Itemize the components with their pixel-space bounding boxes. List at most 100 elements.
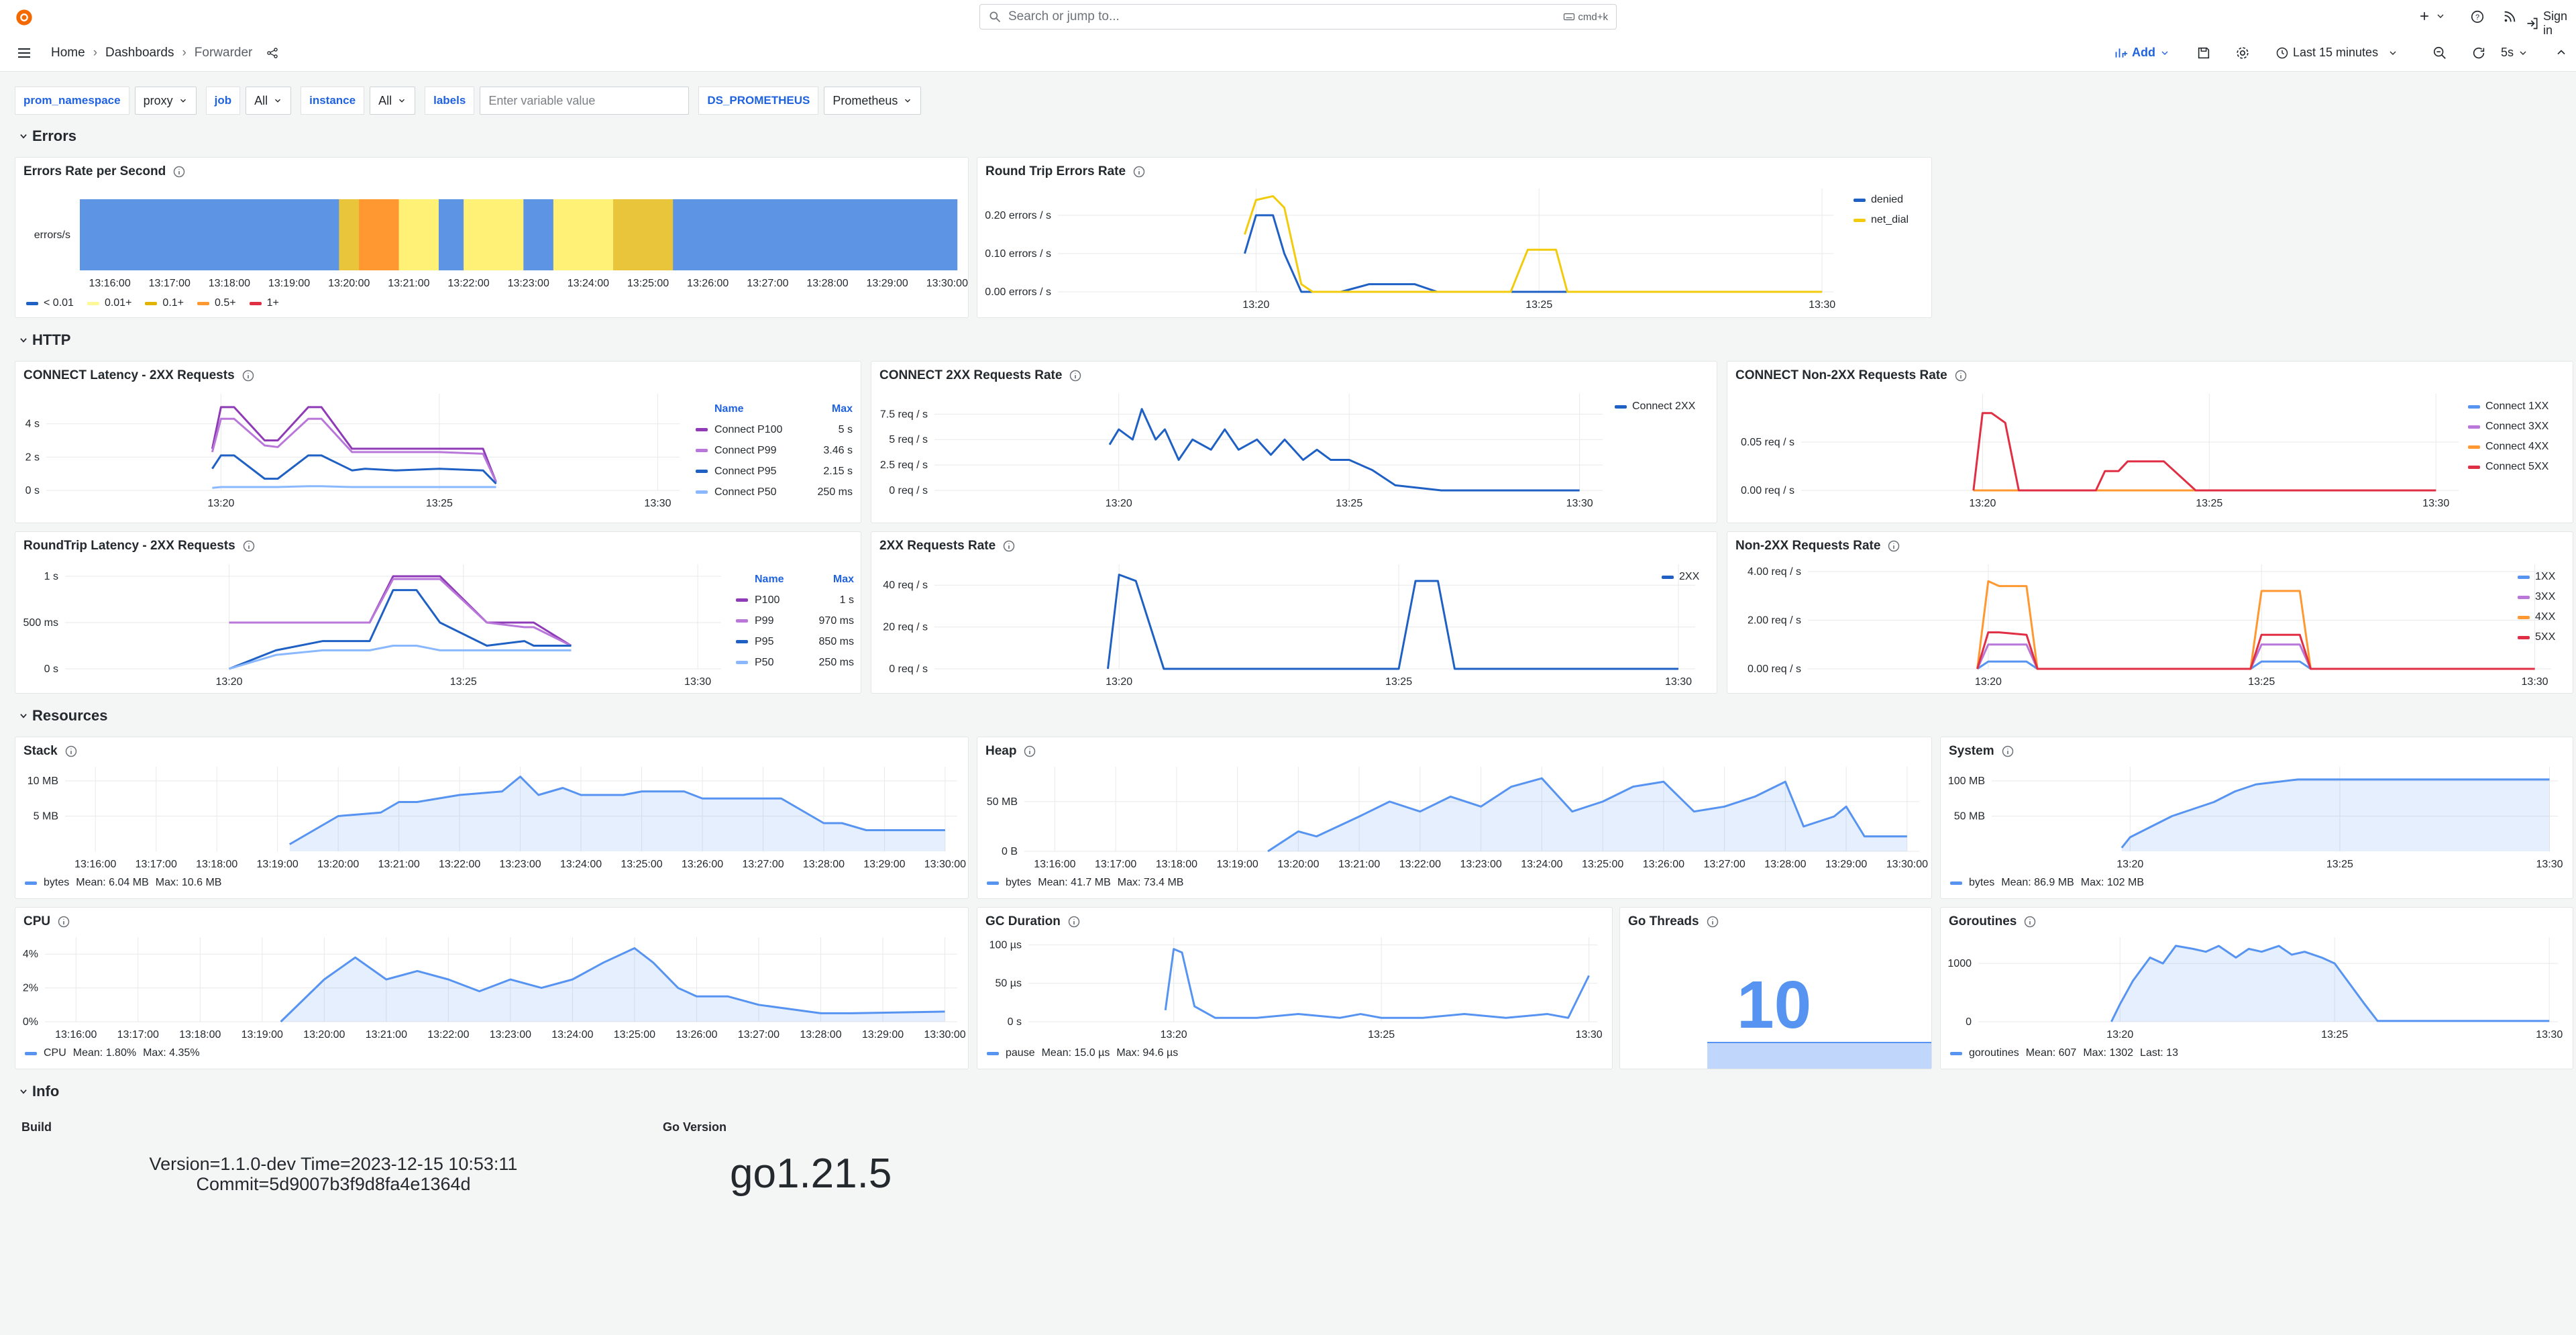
panel-go-threads[interactable]: Go Threads 10 <box>1619 907 1932 1069</box>
legend-item[interactable]: 4XX <box>2518 607 2555 627</box>
zoom-out-icon[interactable] <box>2432 46 2447 60</box>
legend-item[interactable]: 2XX <box>1662 567 1699 587</box>
info-icon[interactable] <box>1954 369 1968 382</box>
legend-item[interactable]: 3XX <box>2518 587 2555 607</box>
panel-errors-rate[interactable]: Errors Rate per Second errors/s 13:16:00 1… <box>15 157 969 318</box>
legend-max: Max: 1302 <box>2083 1047 2134 1059</box>
breadcrumb-home[interactable]: Home <box>51 46 85 60</box>
panel-gc-duration[interactable]: GC Duration 100 µs 50 µs 0 s 13:20 13:25 13:3… <box>977 907 1613 1069</box>
sign-in-button[interactable]: Sign in <box>2526 9 2576 38</box>
new-button[interactable] <box>2418 9 2446 23</box>
panel-connect-2xx[interactable]: CONNECT 2XX Requests Rate 7.5 req / s 5 r… <box>871 361 1717 523</box>
settings-gear-icon[interactable] <box>2235 46 2250 60</box>
info-icon[interactable] <box>57 915 70 928</box>
info-icon[interactable] <box>1132 165 1146 178</box>
variable-select[interactable]: All <box>246 87 292 115</box>
info-icon[interactable] <box>1023 745 1036 758</box>
info-icon[interactable] <box>64 745 78 758</box>
info-icon[interactable] <box>2001 745 2015 758</box>
panel-heap[interactable]: Heap 50 MB 0 B 13:16:00 13:17:00 13:18:00 13:… <box>977 737 1932 899</box>
legend-header-max[interactable]: Max <box>831 403 853 415</box>
panel-system[interactable]: System 100 MB 50 MB 13:20 13:25 13:30 bytes M… <box>1940 737 2573 899</box>
legend-item[interactable]: denied <box>1854 190 1909 210</box>
legend-item[interactable]: 1+ <box>249 297 279 309</box>
panel-build[interactable]: Build Version=1.1.0-dev Time=2023-12-15 … <box>15 1114 652 1214</box>
chart-legend[interactable]: pause Mean: 15.0 µs Max: 94.6 µs <box>987 1047 1178 1059</box>
share-icon[interactable] <box>266 46 279 60</box>
chart-legend: 1XX 3XX 4XX 5XX <box>2518 567 2555 647</box>
rss-icon[interactable] <box>2502 9 2517 24</box>
chart-legend[interactable]: goroutines Mean: 607 Max: 1302 Last: 13 <box>1950 1047 2178 1059</box>
plus-icon <box>2418 9 2431 23</box>
info-icon[interactable] <box>2023 915 2037 928</box>
info-icon[interactable] <box>1002 539 1016 553</box>
info-icon[interactable] <box>1069 369 1082 382</box>
labels-input[interactable]: Enter variable value <box>480 87 690 115</box>
info-icon[interactable] <box>1706 915 1719 928</box>
panel-roundtrip-latency[interactable]: RoundTrip Latency - 2XX Requests 1 s 500 … <box>15 531 861 694</box>
legend-label: Connect 1XX <box>2485 400 2549 412</box>
legend-item[interactable]: 1XX <box>2518 567 2555 587</box>
legend-item[interactable]: 5XX <box>2518 627 2555 647</box>
legend-row[interactable]: Connect P95 2.15 s <box>696 461 853 482</box>
legend-item[interactable]: net_dial <box>1854 210 1909 230</box>
legend-row[interactable]: Connect P50 250 ms <box>696 482 853 502</box>
chevron-up-icon[interactable] <box>2555 46 2568 59</box>
chart-legend[interactable]: bytes Mean: 41.7 MB Max: 73.4 MB <box>987 877 1183 889</box>
legend-header-name[interactable]: Name <box>714 403 744 415</box>
search-bar[interactable]: Search or jump to... cmd+k <box>979 4 1617 30</box>
legend-row[interactable]: P99 970 ms <box>736 610 854 631</box>
legend-item[interactable]: Connect 5XX <box>2468 457 2548 477</box>
chart-legend[interactable]: bytes Mean: 6.04 MB Max: 10.6 MB <box>25 877 221 889</box>
panel-cpu[interactable]: CPU 4% 2% 0% 13:16:00 13:17:00 13:18:00 13:19:… <box>15 907 969 1069</box>
legend-item[interactable]: Connect 2XX <box>1615 396 1695 417</box>
row-info[interactable]: Info <box>19 1083 59 1100</box>
x-tick-label: 13:20 <box>215 676 242 688</box>
add-button[interactable]: Add <box>2114 46 2170 60</box>
help-icon[interactable]: ? <box>2470 9 2485 24</box>
panel-stack[interactable]: Stack 10 MB 5 MB 13:16:00 13:17:00 13:18:00 1… <box>15 737 969 899</box>
info-icon[interactable] <box>242 539 256 553</box>
legend-header-max[interactable]: Max <box>833 574 854 585</box>
legend-item[interactable]: Connect 4XX <box>2468 437 2548 457</box>
variable-select[interactable]: proxy <box>134 87 197 115</box>
legend-item[interactable]: < 0.01 <box>26 297 74 309</box>
legend-row[interactable]: Connect P99 3.46 s <box>696 440 853 461</box>
info-icon[interactable] <box>172 165 186 178</box>
panel-non2xx-rate[interactable]: Non-2XX Requests Rate 4.00 req / s 2.00 r… <box>1727 531 2573 694</box>
row-resources[interactable]: Resources <box>19 707 108 725</box>
legend-item[interactable]: 0.5+ <box>197 297 236 309</box>
variable-select[interactable]: All <box>370 87 416 115</box>
legend-row[interactable]: P100 1 s <box>736 590 854 610</box>
legend-item[interactable]: 0.1+ <box>145 297 184 309</box>
chart-legend[interactable]: bytes Mean: 86.9 MB Max: 102 MB <box>1950 877 2144 889</box>
panel-go-version[interactable]: Go Version go1.21.5 <box>657 1114 966 1214</box>
panel-2xx-rate[interactable]: 2XX Requests Rate 40 req / s 20 req / s 0 … <box>871 531 1717 694</box>
info-icon[interactable] <box>1067 915 1081 928</box>
variable-select[interactable]: Prometheus <box>824 87 922 115</box>
legend-header-name[interactable]: Name <box>755 574 784 585</box>
panel-goroutines[interactable]: Goroutines 1000 0 13:20 13:25 13:30 goroutin… <box>1940 907 2573 1069</box>
legend-row[interactable]: Connect P100 5 s <box>696 419 853 440</box>
panel-connect-non2xx[interactable]: CONNECT Non-2XX Requests Rate 0.05 req /… <box>1727 361 2573 523</box>
time-picker[interactable]: Last 15 minutes <box>2275 46 2398 60</box>
menu-icon[interactable] <box>16 45 32 61</box>
refresh-interval-picker[interactable]: 5s <box>2501 46 2528 60</box>
panel-roundtrip-errors[interactable]: Round Trip Errors Rate 0.20 errors / s 0.… <box>977 157 1932 318</box>
panel-connect-latency[interactable]: CONNECT Latency - 2XX Requests 4 s 2 s 0 s… <box>15 361 861 523</box>
legend-item[interactable]: Connect 3XX <box>2468 417 2548 437</box>
heatmap-cell <box>359 199 400 270</box>
legend-item[interactable]: 0.01+ <box>87 297 131 309</box>
legend-row[interactable]: P95 850 ms <box>736 631 854 652</box>
legend-row[interactable]: P50 250 ms <box>736 652 854 673</box>
breadcrumb-dashboards[interactable]: Dashboards <box>105 46 174 60</box>
save-icon[interactable] <box>2196 46 2211 60</box>
refresh-icon[interactable] <box>2471 46 2486 60</box>
legend-item[interactable]: Connect 1XX <box>2468 396 2548 417</box>
row-errors[interactable]: Errors <box>19 127 76 145</box>
info-icon[interactable] <box>241 369 255 382</box>
info-icon[interactable] <box>1887 539 1900 553</box>
grafana-logo-icon[interactable] <box>15 8 34 27</box>
chart-legend[interactable]: CPU Mean: 1.80% Max: 4.35% <box>25 1047 200 1059</box>
row-http[interactable]: HTTP <box>19 331 70 349</box>
